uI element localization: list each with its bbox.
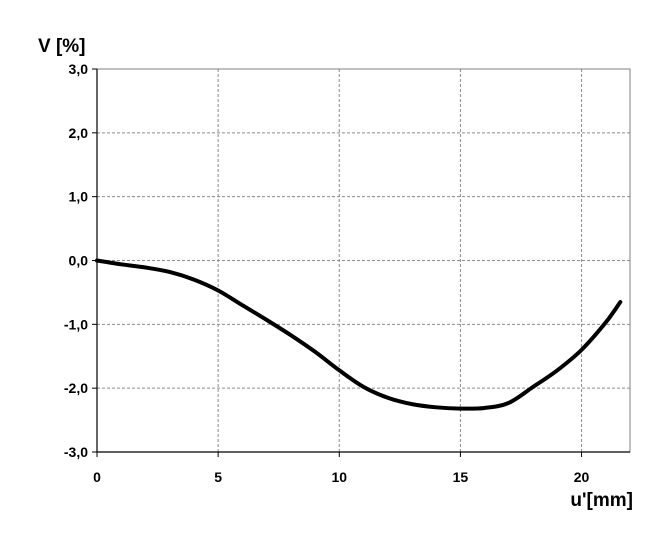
data-point: [97, 260, 98, 261]
y-tick-label: -1,0: [64, 316, 88, 332]
x-axis-title: u'[mm]: [570, 490, 633, 511]
data-point: [605, 322, 606, 323]
y-tick-label: -2,0: [64, 380, 88, 396]
x-tick-label: 10: [331, 469, 347, 485]
data-point: [218, 290, 219, 291]
y-tick-label: 2,0: [69, 125, 89, 141]
grid-lines: [97, 69, 630, 452]
series-line: [95, 258, 623, 411]
data-point: [193, 279, 194, 280]
data-point: [145, 267, 146, 268]
y-tick-label: 3,0: [69, 61, 89, 77]
x-tick-label: 5: [214, 469, 222, 485]
y-tick-label: 1,0: [69, 189, 89, 205]
axes: [92, 68, 630, 457]
tick-labels: 3,0 2,0 1,0 0,0 -1,0 -2,0 -3,0 0 5 10 15 20: [64, 61, 590, 485]
data-point: [121, 264, 122, 265]
x-tick-label: 20: [574, 469, 590, 485]
series-layer: [95, 258, 623, 411]
data-point: [436, 407, 437, 408]
data-point: [266, 319, 267, 320]
data-point: [533, 386, 534, 387]
data-point: [508, 402, 509, 403]
x-tick-label: 0: [93, 469, 101, 485]
x-tick-label: 15: [453, 469, 469, 485]
data-point: [387, 397, 388, 398]
data-point: [242, 305, 243, 306]
data-point: [411, 404, 412, 405]
y-axis-title: V [%]: [38, 36, 86, 57]
data-point: [339, 370, 340, 371]
data-point: [557, 370, 558, 371]
data-point: [315, 351, 316, 352]
y-tick-label: -3,0: [64, 444, 88, 460]
data-point: [290, 335, 291, 336]
data-point: [581, 349, 582, 350]
data-point: [363, 386, 364, 387]
data-point: [169, 271, 170, 272]
data-point: [620, 301, 621, 302]
data-point: [460, 408, 461, 409]
data-point: [484, 407, 485, 408]
y-tick-label: 0,0: [69, 253, 89, 269]
